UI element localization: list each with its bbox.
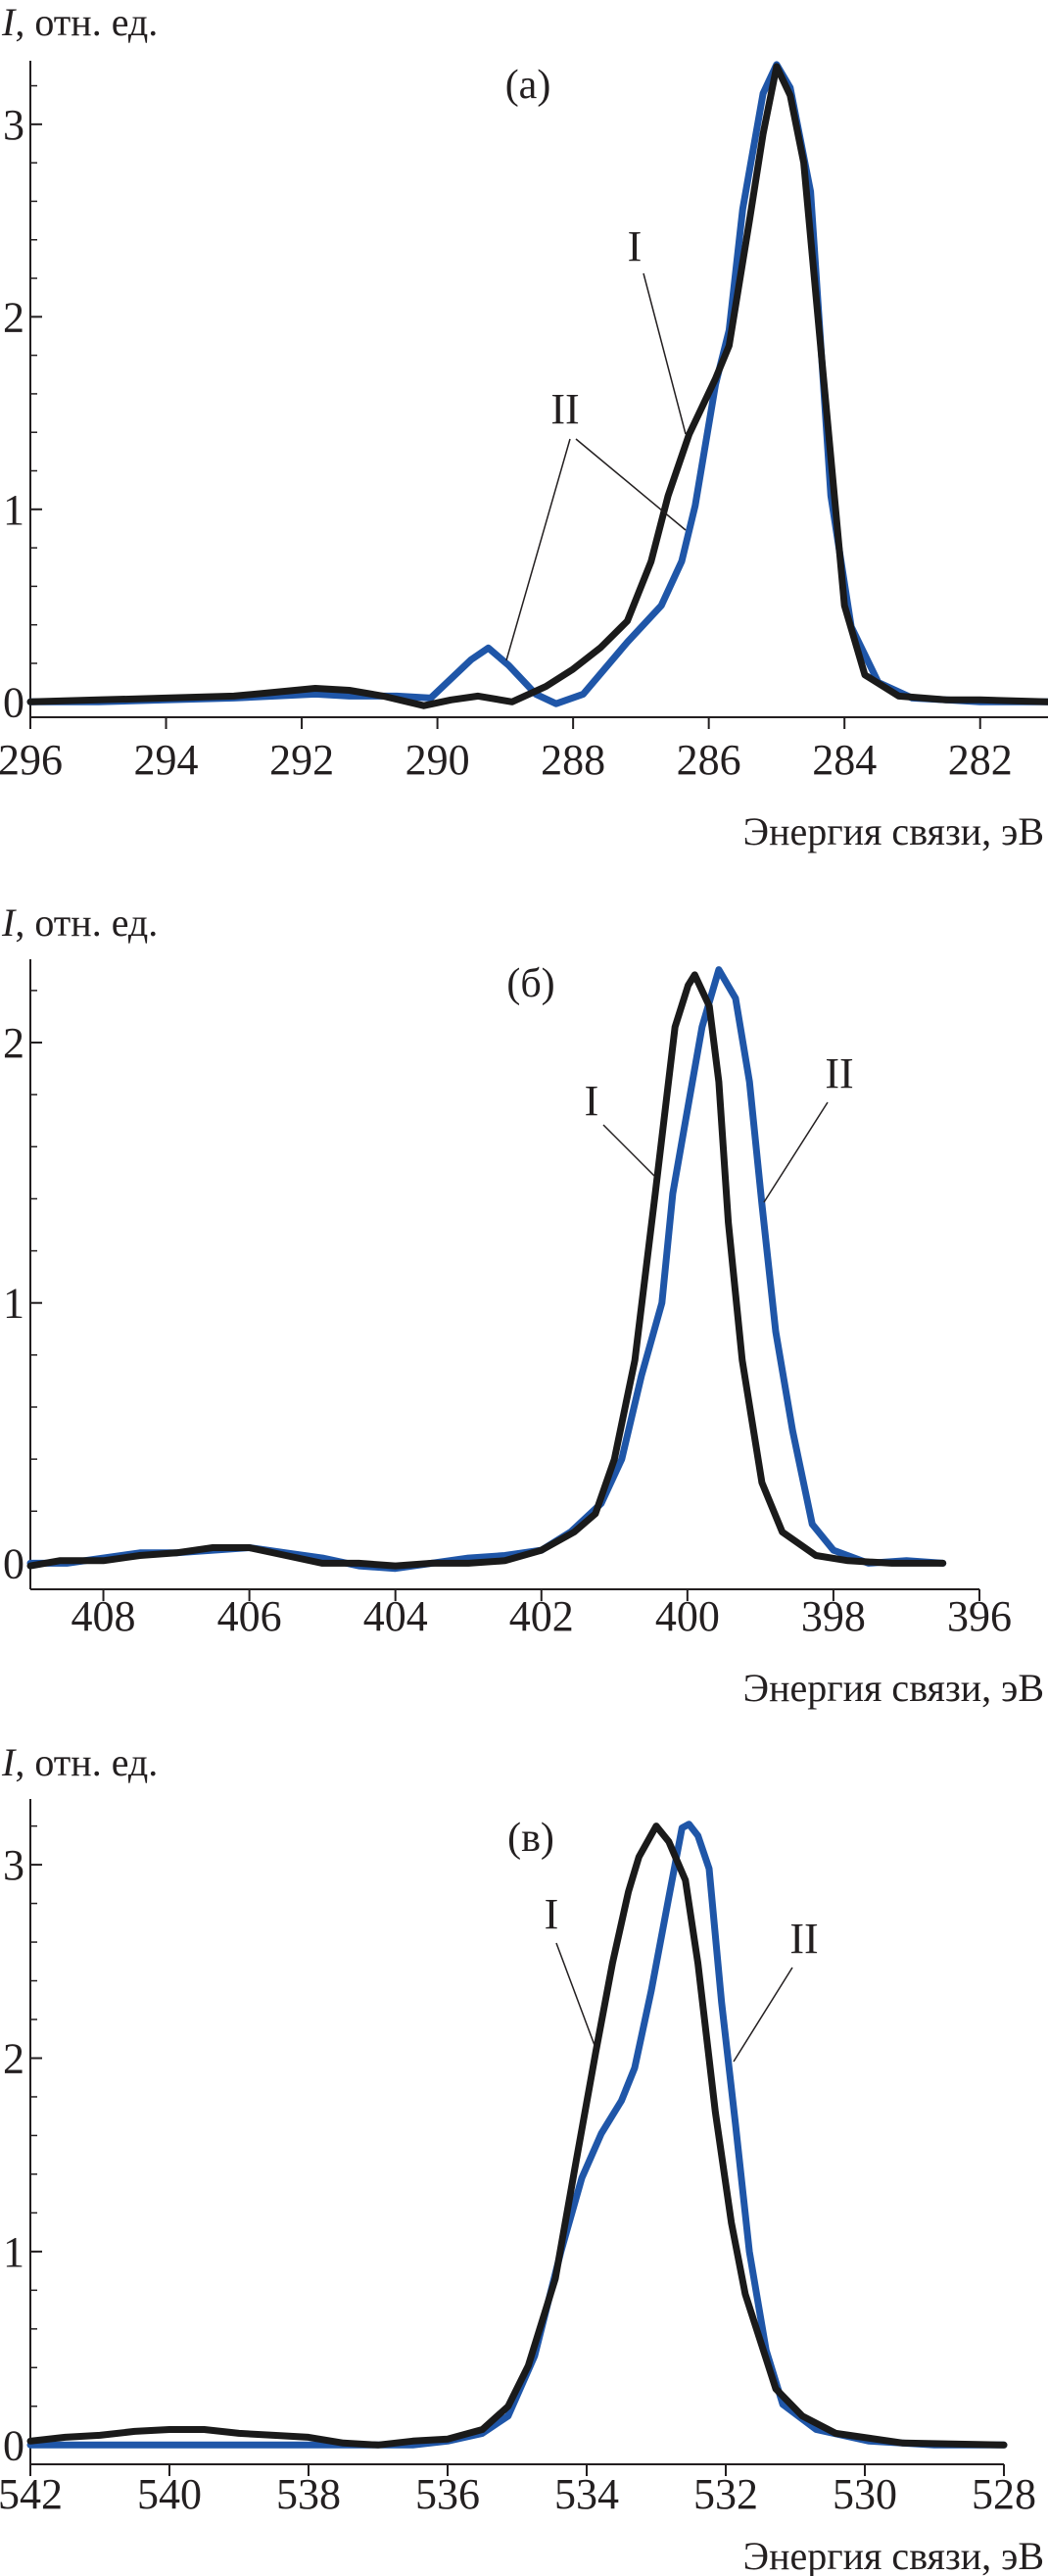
series-line-I	[26, 63, 1048, 709]
series-line-II	[26, 61, 1048, 707]
series-line-I	[26, 1823, 1008, 2449]
y-axis-unit: , отн. ед.	[15, 900, 158, 945]
y-tick-label: 2	[3, 1019, 24, 1067]
x-tick-label: 396	[947, 1592, 1012, 1640]
leader-line	[763, 1101, 829, 1203]
x-tick-label: 400	[655, 1592, 720, 1640]
x-tick-label: 536	[415, 2470, 480, 2518]
y-tick-label: 1	[3, 1280, 24, 1328]
x-tick-label: 540	[137, 2470, 202, 2518]
curve-label-I: I	[585, 1077, 599, 1125]
x-tick-label: 402	[509, 1592, 574, 1640]
x-tick-label: 528	[972, 2470, 1036, 2518]
y-axis-title: I, отн. ед.	[1, 1740, 158, 1784]
series-line-II	[26, 1821, 1008, 2449]
x-axis-title: Энергия связи, эВ	[743, 809, 1044, 853]
x-tick-label: 404	[363, 1592, 428, 1640]
leader-line	[602, 1124, 656, 1178]
x-tick-label: 408	[71, 1592, 136, 1640]
x-axis-title: Энергия связи, эВ	[743, 1666, 1044, 1710]
y-tick-label: 3	[3, 101, 24, 149]
y-axis-symbol: I	[1, 900, 17, 945]
x-tick-label: 406	[217, 1592, 282, 1640]
series-line-I	[26, 971, 947, 1570]
y-tick-label: 0	[3, 2421, 24, 2469]
y-tick-label: 1	[3, 486, 24, 534]
x-tick-label: 530	[833, 2470, 897, 2518]
y-axis-unit: , отн. ед.	[15, 0, 158, 44]
x-tick-label: 290	[405, 736, 470, 784]
y-tick-label: 1	[3, 2228, 24, 2276]
leader-line	[643, 272, 687, 435]
curve-label-II: II	[825, 1049, 853, 1097]
panel-label: (а)	[505, 63, 551, 108]
leader-line	[505, 438, 571, 661]
x-tick-label: 292	[269, 736, 334, 784]
curve-label-II: II	[789, 1915, 818, 1963]
x-axis-title: Энергия связи, эВ	[743, 2534, 1044, 2576]
y-tick-label: 0	[3, 678, 24, 726]
y-tick-label: 2	[3, 2034, 24, 2082]
y-tick-label: 0	[3, 1539, 24, 1587]
x-tick-label: 542	[0, 2470, 63, 2518]
x-tick-label: 294	[134, 736, 199, 784]
x-tick-label: 296	[0, 736, 63, 784]
leader-line	[575, 438, 687, 531]
curve-label-II: II	[550, 385, 579, 433]
x-tick-label: 282	[948, 736, 1013, 784]
x-tick-label: 532	[693, 2470, 758, 2518]
x-tick-label: 288	[541, 736, 605, 784]
y-axis-title: I, отн. ед.	[1, 0, 158, 44]
y-axis-symbol: I	[1, 0, 17, 44]
leader-line	[733, 1967, 793, 2063]
curve-label-I: I	[545, 1890, 559, 1938]
x-tick-label: 538	[276, 2470, 341, 2518]
x-tick-label: 286	[677, 736, 741, 784]
y-axis-title: I, отн. ед.	[1, 900, 158, 945]
panel-label: (в)	[507, 1816, 554, 1861]
curve-label-I: I	[628, 222, 643, 270]
x-tick-label: 284	[812, 736, 877, 784]
y-tick-label: 2	[3, 293, 24, 341]
series-line-II	[26, 966, 947, 1573]
leader-line	[555, 1942, 596, 2049]
x-tick-label: 534	[554, 2470, 619, 2518]
y-tick-label: 3	[3, 1841, 24, 1889]
x-tick-label: 398	[801, 1592, 866, 1640]
y-axis-unit: , отн. ед.	[15, 1740, 158, 1784]
y-axis-symbol: I	[1, 1740, 17, 1784]
panel-label: (б)	[506, 961, 554, 1006]
